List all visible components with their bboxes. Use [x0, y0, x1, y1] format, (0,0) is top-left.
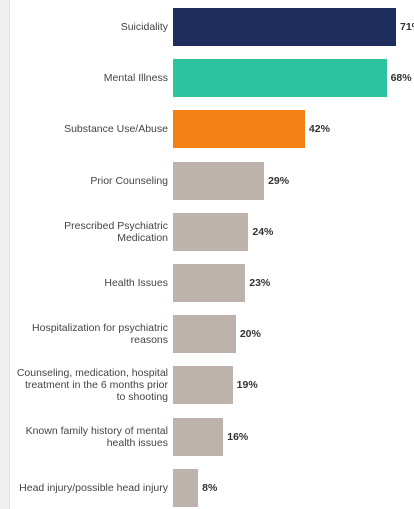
category-label: Hospitalization for psychiatric reasons [32, 322, 168, 347]
bar [173, 366, 233, 405]
bar [173, 8, 396, 46]
bar [173, 59, 387, 98]
bar [173, 110, 305, 149]
category-label: Substance Use/Abuse [64, 123, 168, 136]
value-label: 20% [239, 328, 261, 341]
side-strip [0, 0, 10, 509]
bar [173, 315, 236, 354]
category-label: Known family history of mental health is… [25, 424, 168, 449]
value-label: 24% [252, 225, 274, 238]
value-label: 71% [400, 21, 414, 33]
value-label: 68% [390, 72, 412, 85]
value-label: 23% [249, 277, 271, 289]
category-label: Health Issues [104, 277, 168, 289]
category-label: Prescribed Psychiatric Medication [64, 219, 168, 244]
value-label: 16% [227, 430, 249, 443]
bar [173, 264, 246, 302]
value-label: 19% [236, 379, 258, 392]
bar [173, 417, 224, 456]
value-label: 8% [202, 481, 218, 494]
value-label: 42% [308, 123, 330, 136]
category-label: Counseling, medication, hospital treatme… [16, 367, 168, 404]
bar [173, 468, 199, 507]
category-label: Suicidality [120, 21, 168, 33]
value-label: 29% [268, 174, 290, 187]
category-label: Head injury/possible head injury [19, 481, 168, 494]
category-label: Prior Counseling [90, 174, 168, 187]
bar [173, 161, 265, 200]
bar [173, 212, 249, 251]
category-label: Mental Illness [103, 72, 168, 85]
